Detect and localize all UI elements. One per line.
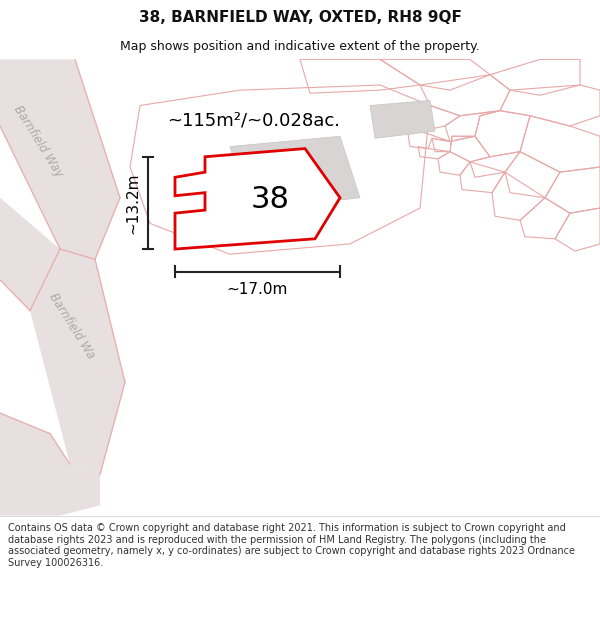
Polygon shape [0, 198, 125, 474]
Text: Barnfield Way: Barnfield Way [11, 103, 65, 179]
Text: Barnfield Wa: Barnfield Wa [47, 291, 97, 361]
Polygon shape [175, 149, 340, 249]
Text: ~17.0m: ~17.0m [227, 282, 288, 297]
Polygon shape [230, 136, 360, 210]
Polygon shape [0, 413, 100, 516]
Text: Contains OS data © Crown copyright and database right 2021. This information is : Contains OS data © Crown copyright and d… [8, 523, 575, 568]
Text: ~13.2m: ~13.2m [125, 172, 140, 234]
Polygon shape [370, 101, 435, 138]
Text: Map shows position and indicative extent of the property.: Map shows position and indicative extent… [120, 40, 480, 52]
Polygon shape [0, 59, 120, 259]
Text: 38, BARNFIELD WAY, OXTED, RH8 9QF: 38, BARNFIELD WAY, OXTED, RH8 9QF [139, 10, 461, 25]
Text: 38: 38 [251, 186, 290, 214]
Text: ~115m²/~0.028ac.: ~115m²/~0.028ac. [167, 112, 340, 130]
